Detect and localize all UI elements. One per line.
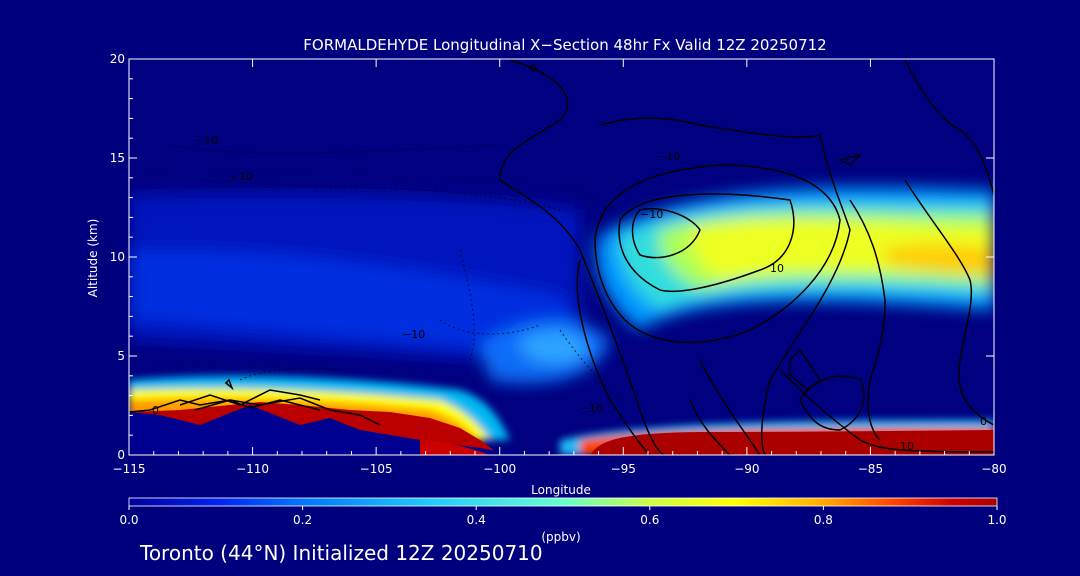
chart-title: FORMALDEHYDE Longitudinal X−Section 48hr… <box>303 36 826 54</box>
colorbar-gradient <box>129 498 997 506</box>
heatmap-field <box>129 59 994 455</box>
x-tick-label: −80 <box>981 462 1006 476</box>
colorbar-tick-label: 0.8 <box>814 513 833 527</box>
x-tick-label: −90 <box>734 462 759 476</box>
footer-caption: Toronto (44°N) Initialized 12Z 20250710 <box>140 541 543 565</box>
contour-label: 0 <box>980 415 987 428</box>
contour-label: −10 <box>230 170 253 183</box>
x-tick-label: −110 <box>236 462 269 476</box>
y-axis: 0 5 10 15 20 <box>110 52 994 462</box>
contour-label: −10 <box>657 150 680 163</box>
x-axis-title: Longitude <box>531 483 591 497</box>
contour-label: 0 <box>152 404 159 417</box>
contour-label: −10 <box>640 208 663 221</box>
x-axis: −115 −110 −105 −100 −95 −90 −85 −80 <box>113 59 1007 476</box>
x-tick-label: −105 <box>360 462 393 476</box>
colorbar-tick-label: 0.6 <box>640 513 659 527</box>
y-tick-label: 10 <box>110 250 125 264</box>
y-axis-title: Altitude (km) <box>86 219 100 298</box>
contour-label: 10 <box>770 262 784 275</box>
colorbar-tick-label: 0.0 <box>119 513 138 527</box>
x-tick-label: −85 <box>858 462 883 476</box>
colorbar-tick-label: 0.4 <box>467 513 486 527</box>
y-tick-label: 15 <box>110 151 125 165</box>
x-tick-label: −95 <box>611 462 636 476</box>
contour-label: −10 <box>195 134 218 147</box>
colorbar-ticks: 0.0 0.2 0.4 0.6 0.8 1.0 <box>119 506 1007 527</box>
x-tick-label: −115 <box>113 462 146 476</box>
contour-label: 0 <box>530 62 537 75</box>
y-tick-label: 5 <box>117 349 125 363</box>
contour-label: 10 <box>900 440 914 453</box>
contour-label: −10 <box>580 402 603 415</box>
contour-label: −10 <box>402 328 425 341</box>
colorbar: 0.0 0.2 0.4 0.6 0.8 1.0 (ppbv) <box>119 497 1007 544</box>
y-tick-label: 20 <box>110 52 125 66</box>
contour-labels: −10 −10 −10 0 −10 −10 10 −10 0 10 0 <box>152 62 987 453</box>
colorbar-tick-label: 0.2 <box>293 513 312 527</box>
colorbar-frame <box>128 497 998 507</box>
colorbar-unit-label: (ppbv) <box>541 530 580 544</box>
y-tick-label: 0 <box>117 448 125 462</box>
x-tick-label: −100 <box>483 462 516 476</box>
colorbar-tick-label: 1.0 <box>987 513 1006 527</box>
